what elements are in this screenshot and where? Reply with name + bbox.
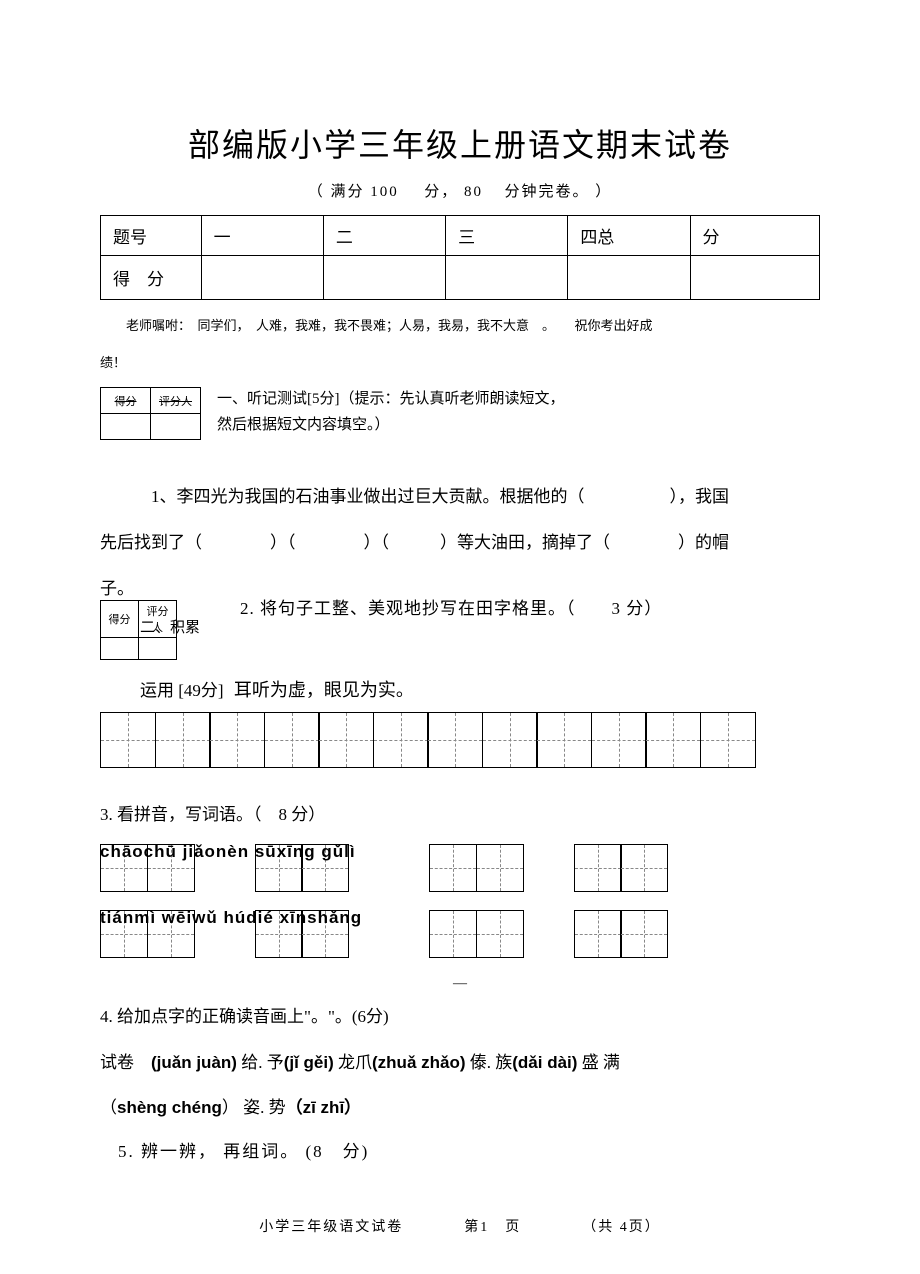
- mini-score-label: 得分: [101, 388, 151, 414]
- subtitle: （ 满分 100 分， 80 分钟完卷。 ）: [100, 180, 820, 201]
- td-label: 得 分: [101, 256, 202, 300]
- q2-sentence: 耳听为虚，眼见为实。: [234, 680, 414, 700]
- pinyin-row-1: chāochū jiǎonèn sūxīng gǔlì: [100, 844, 820, 892]
- mini-blank: [139, 638, 177, 660]
- mini-blank: [101, 638, 139, 660]
- question-2: 2. 将句子工整、美观地抄写在田字格里。（ 3 分）: [240, 594, 662, 619]
- question-4-line1: 4. 给加点字的正确读音画上"。"。(6分): [100, 998, 820, 1035]
- tian-pair: [574, 844, 669, 892]
- tian-cell: [318, 712, 374, 768]
- pinyin-row-2: tiánmì wēiwǔ húdié xīnshǎng: [100, 910, 820, 958]
- teacher-note-line1: 老师嘱咐： 同学们， 人难，我难，我不畏难；人易，我易，我不大意 。 祝你考出好…: [126, 318, 653, 333]
- tian-cell: [574, 910, 622, 958]
- tian-cell: [209, 712, 265, 768]
- td-blank: [568, 256, 690, 300]
- td-blank: [201, 256, 323, 300]
- tian-cell: [476, 910, 524, 958]
- tian-pair: [429, 910, 524, 958]
- table-row: 得 分: [101, 256, 820, 300]
- section-2-label: 二、积累: [140, 616, 200, 637]
- question-4-line2: 试卷 (juǎn juàn) 给. 予(jǐ gěi) 龙爪(zhuǎ zhǎo…: [100, 1044, 820, 1081]
- tian-cell: [100, 712, 156, 768]
- td-blank: [446, 256, 568, 300]
- tian-cell: [429, 910, 477, 958]
- section-1-row: 得分 评分人 一、听记测试[5分]（提示：先认真听老师朗读短文， 然后根据短文内…: [100, 387, 820, 440]
- section-1-line1: 一、听记测试[5分]（提示：先认真听老师朗读短文，: [217, 387, 565, 413]
- tian-pair: [429, 844, 524, 892]
- mini-score-table: 得分 评分人: [100, 387, 201, 440]
- mini-score-label: 得分: [101, 601, 139, 638]
- th-col: 分: [690, 216, 819, 256]
- subtitle-time: 80: [464, 184, 483, 200]
- tian-cell: [574, 844, 622, 892]
- th-label: 题号: [101, 216, 202, 256]
- tian-cell: [476, 844, 524, 892]
- section-2-block: 子。 得分 评分人 2. 将句子工整、美观地抄写在田字格里。（ 3 分） 二、积…: [100, 572, 820, 660]
- small-dash: —: [100, 976, 820, 992]
- th-col: 一: [201, 216, 323, 256]
- tian-cell: [620, 844, 668, 892]
- tian-cell: [536, 712, 592, 768]
- pinyin-group: [574, 844, 669, 892]
- tian-cell: [645, 712, 701, 768]
- question-3: 3. 看拼音，写词语。（ 8 分）: [100, 798, 820, 832]
- tian-grid-q2: [100, 712, 820, 768]
- th-col: 二: [323, 216, 445, 256]
- pinyin-group: [429, 844, 524, 892]
- tian-cell: [700, 712, 756, 768]
- subtitle-suffix: 分钟完卷。 ）: [505, 184, 613, 200]
- tian-pair: [574, 910, 669, 958]
- pinyin-group: [574, 910, 669, 958]
- footer-p1: 小学三年级语文试卷: [259, 1220, 403, 1235]
- subtitle-mid: 分，: [424, 184, 458, 200]
- tian-cell: [373, 712, 429, 768]
- tian-cell: [264, 712, 320, 768]
- tian-cell: [482, 712, 538, 768]
- mini-blank: [151, 414, 201, 440]
- teacher-note: 老师嘱咐： 同学们， 人难，我难，我不畏难；人易，我易，我不大意 。 祝你考出好…: [100, 314, 820, 339]
- th-col: 四总: [568, 216, 690, 256]
- pinyin-text-1: chāochū jiǎonèn sūxīng gǔlì: [100, 842, 356, 862]
- question-1-line1: 1、李四光为我国的石油事业做出过巨大贡献。根据他的（ ），我国: [100, 480, 820, 514]
- footer-p2: 第1 页: [464, 1220, 521, 1235]
- section-1-line2: 然后根据短文内容填空。）: [217, 413, 565, 439]
- tian-cell: [427, 712, 483, 768]
- pinyin-group: [429, 910, 524, 958]
- pinyin-text-2: tiánmì wēiwǔ húdié xīnshǎng: [100, 908, 362, 928]
- tian-cell: [429, 844, 477, 892]
- main-title: 部编版小学三年级上册语文期末试卷: [100, 120, 820, 166]
- section-2-sub: 运用 [49分] 耳听为虚，眼见为实。: [140, 676, 820, 702]
- tian-cell: [155, 712, 211, 768]
- td-blank: [690, 256, 819, 300]
- th-col: 三: [446, 216, 568, 256]
- subtitle-score: 100: [370, 184, 399, 200]
- table-row: 题号 一 二 三 四总 分: [101, 216, 820, 256]
- question-1-line2: 先后找到了（ ）（ ）（ ）等大油田，摘掉了（ ）的帽: [100, 526, 820, 560]
- question-4-line3: （shèng chéng） 姿. 势（zī zhī）: [100, 1089, 820, 1126]
- subtitle-prefix: （ 满分: [308, 184, 365, 200]
- question-5: 5. 辨一辨， 再组词。 (8 分): [118, 1137, 820, 1162]
- page-footer: 小学三年级语文试卷 第1 页 （共 4页）: [0, 1216, 920, 1236]
- mini-blank: [101, 414, 151, 440]
- section-1-text: 一、听记测试[5分]（提示：先认真听老师朗读短文， 然后根据短文内容填空。）: [217, 387, 565, 438]
- teacher-note-line2: 绩！: [100, 351, 820, 376]
- tian-cell: [620, 910, 668, 958]
- footer-p3: （共 4页）: [582, 1220, 661, 1235]
- mini-grader-label: 评分人: [151, 388, 201, 414]
- score-table: 题号 一 二 三 四总 分 得 分: [100, 215, 820, 300]
- tian-cell: [591, 712, 647, 768]
- td-blank: [323, 256, 445, 300]
